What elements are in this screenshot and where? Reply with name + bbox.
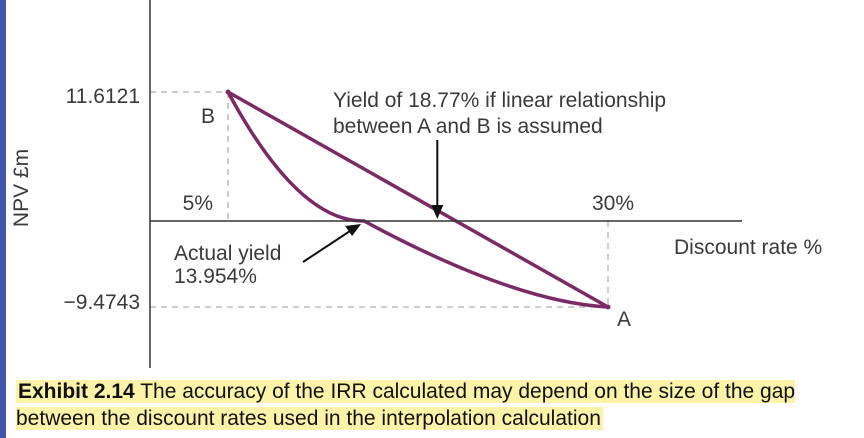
y-tick-bottom: −9.4743 <box>64 291 141 314</box>
annotation-arrows <box>302 140 444 263</box>
irr-interpolation-chart: NPV £m Discount rate % 11.6121 −9.4743 5… <box>10 0 822 368</box>
point-label-a: A <box>617 308 631 331</box>
x-tick-5: 5% <box>183 192 213 215</box>
actual-yield-annotation-line1: Actual yield <box>174 242 281 265</box>
caption-text: The accuracy of the IRR calculated may d… <box>16 380 796 430</box>
linear-yield-annotation-line2: between A and B is assumed <box>333 115 603 138</box>
y-axis-label: NPV £m <box>10 149 33 227</box>
caption-label: Exhibit 2.14 <box>18 380 135 403</box>
point-b-marker <box>225 89 231 95</box>
dashed-guides <box>150 91 609 308</box>
point-a-marker <box>605 304 611 310</box>
axes <box>149 0 742 368</box>
actual-yield-arrowhead <box>345 224 362 236</box>
linear-yield-annotation-line1: Yield of 18.77% if linear relationship <box>333 89 666 112</box>
y-tick-top: 11.6121 <box>66 85 140 108</box>
actual-yield-annotation-line2: 13.954% <box>174 265 257 288</box>
linear-yield-arrowhead <box>431 205 444 219</box>
caption-label-highlight: Exhibit 2.14 The accuracy of the IRR cal… <box>16 380 796 430</box>
figure-caption: Exhibit 2.14 The accuracy of the IRR cal… <box>16 378 856 432</box>
left-edge-bar <box>0 0 6 438</box>
x-axis-label: Discount rate % <box>674 236 822 259</box>
x-tick-30: 30% <box>592 192 634 215</box>
linear-interpolation-line <box>226 90 610 309</box>
point-label-b: B <box>201 105 215 128</box>
actual-yield-arrow-shaft <box>302 230 351 263</box>
